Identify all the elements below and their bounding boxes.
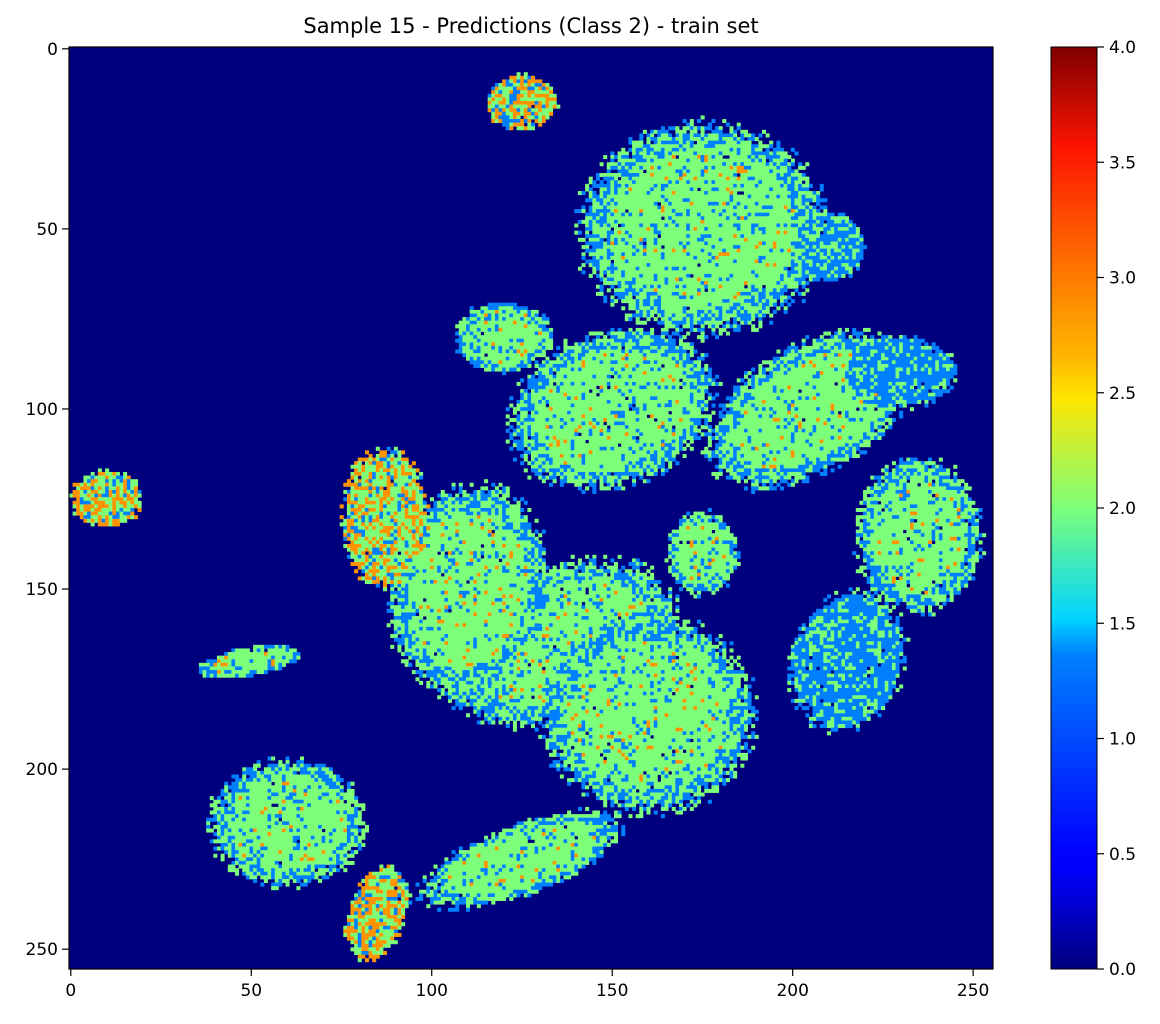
x-tick-label: 150 [596,981,628,1001]
colorbar-tick-label: 2.5 [1109,384,1136,404]
colorbar-tick-label: 0.5 [1109,845,1136,865]
x-tick-label: 50 [240,981,262,1001]
y-tick-label: 250 [26,940,58,960]
heatmap-canvas [69,47,993,969]
colorbar [1051,47,1097,969]
colorbar-tick-label: 3.0 [1109,269,1136,289]
x-tick-label: 0 [65,981,76,1001]
chart-title: Sample 15 - Predictions (Class 2) - trai… [303,14,758,38]
y-tick-label: 50 [36,220,58,240]
colorbar-tick-label: 0.0 [1109,960,1136,980]
colorbar-tick-label: 3.5 [1109,153,1136,173]
y-tick-label: 200 [26,760,58,780]
y-axis: 0 50 100 150 200 250 [26,40,69,960]
x-tick-label: 250 [957,981,989,1001]
x-axis: 0 50 100 150 200 250 [65,969,989,1001]
y-tick-label: 100 [26,400,58,420]
y-tick-label: 150 [26,580,58,600]
x-tick-label: 200 [776,981,808,1001]
colorbar-tick-label: 1.5 [1109,614,1136,634]
colorbar-tick-label: 2.0 [1109,499,1136,519]
heatmap-region [455,303,553,375]
colorbar-ticks: 0.0 0.5 1.0 1.5 2.0 2.5 3.0 3.5 4.0 [1097,38,1136,980]
y-tick-label: 0 [47,40,58,60]
colorbar-tick-label: 4.0 [1109,38,1136,58]
x-tick-label: 100 [416,981,448,1001]
colorbar-tick-label: 1.0 [1109,730,1136,750]
